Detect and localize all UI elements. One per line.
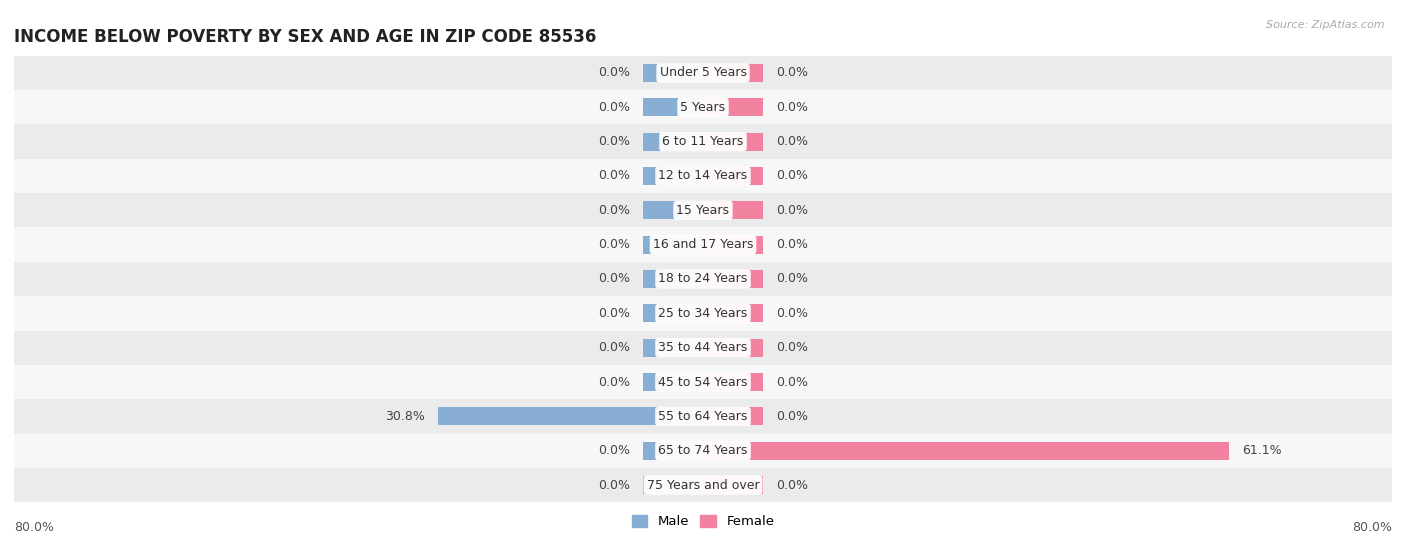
Legend: Male, Female: Male, Female xyxy=(626,509,780,533)
Bar xyxy=(643,201,703,219)
Text: 0.0%: 0.0% xyxy=(598,341,630,354)
Text: 61.1%: 61.1% xyxy=(1241,444,1282,457)
Bar xyxy=(14,159,1392,193)
Text: 30.8%: 30.8% xyxy=(385,410,425,423)
Text: Source: ZipAtlas.com: Source: ZipAtlas.com xyxy=(1267,20,1385,30)
Text: 0.0%: 0.0% xyxy=(776,307,808,320)
Text: 80.0%: 80.0% xyxy=(1353,521,1392,534)
Text: Under 5 Years: Under 5 Years xyxy=(659,66,747,79)
Text: 0.0%: 0.0% xyxy=(776,341,808,354)
Bar xyxy=(437,407,703,425)
Text: 75 Years and over: 75 Years and over xyxy=(647,479,759,492)
Bar xyxy=(703,373,763,391)
Text: 0.0%: 0.0% xyxy=(598,479,630,492)
Text: 0.0%: 0.0% xyxy=(598,135,630,148)
Text: INCOME BELOW POVERTY BY SEX AND AGE IN ZIP CODE 85536: INCOME BELOW POVERTY BY SEX AND AGE IN Z… xyxy=(14,28,596,46)
Text: 0.0%: 0.0% xyxy=(598,66,630,79)
Bar xyxy=(643,373,703,391)
Text: 0.0%: 0.0% xyxy=(776,101,808,114)
Bar xyxy=(14,365,1392,399)
Text: 55 to 64 Years: 55 to 64 Years xyxy=(658,410,748,423)
Bar xyxy=(14,228,1392,262)
Text: 16 and 17 Years: 16 and 17 Years xyxy=(652,238,754,251)
Bar xyxy=(703,407,763,425)
Text: 45 to 54 Years: 45 to 54 Years xyxy=(658,376,748,388)
Bar xyxy=(14,399,1392,434)
Bar xyxy=(643,235,703,253)
Text: 0.0%: 0.0% xyxy=(776,238,808,251)
Text: 5 Years: 5 Years xyxy=(681,101,725,114)
Text: 25 to 34 Years: 25 to 34 Years xyxy=(658,307,748,320)
Text: 80.0%: 80.0% xyxy=(14,521,53,534)
Text: 0.0%: 0.0% xyxy=(776,135,808,148)
Text: 0.0%: 0.0% xyxy=(776,66,808,79)
Bar xyxy=(643,476,703,494)
Bar xyxy=(703,133,763,151)
Bar xyxy=(14,124,1392,159)
Bar xyxy=(14,56,1392,90)
Text: 0.0%: 0.0% xyxy=(598,238,630,251)
Text: 18 to 24 Years: 18 to 24 Years xyxy=(658,272,748,286)
Bar xyxy=(14,90,1392,124)
Text: 0.0%: 0.0% xyxy=(598,204,630,217)
Bar xyxy=(643,98,703,116)
Bar xyxy=(643,64,703,82)
Bar xyxy=(643,339,703,357)
Text: 0.0%: 0.0% xyxy=(776,479,808,492)
Bar xyxy=(643,270,703,288)
Bar xyxy=(703,270,763,288)
Text: 0.0%: 0.0% xyxy=(598,307,630,320)
Text: 12 to 14 Years: 12 to 14 Years xyxy=(658,170,748,182)
Text: 0.0%: 0.0% xyxy=(776,410,808,423)
Text: 0.0%: 0.0% xyxy=(598,170,630,182)
Bar xyxy=(703,201,763,219)
Bar xyxy=(643,133,703,151)
Bar xyxy=(703,442,1229,460)
Bar xyxy=(14,193,1392,228)
Bar xyxy=(643,442,703,460)
Text: 0.0%: 0.0% xyxy=(598,272,630,286)
Text: 15 Years: 15 Years xyxy=(676,204,730,217)
Text: 0.0%: 0.0% xyxy=(598,444,630,457)
Text: 6 to 11 Years: 6 to 11 Years xyxy=(662,135,744,148)
Text: 65 to 74 Years: 65 to 74 Years xyxy=(658,444,748,457)
Bar xyxy=(643,167,703,185)
Text: 0.0%: 0.0% xyxy=(776,204,808,217)
Bar xyxy=(703,167,763,185)
Text: 0.0%: 0.0% xyxy=(776,272,808,286)
Bar xyxy=(703,64,763,82)
Bar xyxy=(703,339,763,357)
Text: 35 to 44 Years: 35 to 44 Years xyxy=(658,341,748,354)
Text: 0.0%: 0.0% xyxy=(776,170,808,182)
Bar xyxy=(14,468,1392,502)
Text: 0.0%: 0.0% xyxy=(776,376,808,388)
Bar xyxy=(14,262,1392,296)
Bar xyxy=(14,434,1392,468)
Bar xyxy=(703,305,763,323)
Bar xyxy=(703,235,763,253)
Bar xyxy=(643,305,703,323)
Text: 0.0%: 0.0% xyxy=(598,376,630,388)
Bar xyxy=(703,98,763,116)
Text: 0.0%: 0.0% xyxy=(598,101,630,114)
Bar xyxy=(14,296,1392,330)
Bar xyxy=(703,476,763,494)
Bar xyxy=(14,330,1392,365)
